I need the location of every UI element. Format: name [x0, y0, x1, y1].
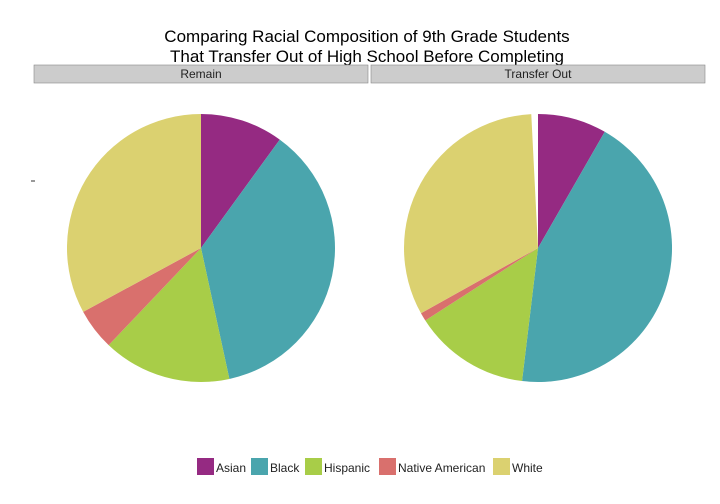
legend: Asian Black Hispanic Native American White [197, 458, 543, 475]
chart-title-line-1: Comparing Racial Composition of 9th Grad… [164, 27, 569, 46]
legend-key-black [251, 458, 268, 475]
legend-key-white [493, 458, 510, 475]
legend-label-native-american: Native American [398, 461, 485, 475]
pie-slice-transfer-out-white [403, 114, 538, 314]
pie-transfer-out [403, 113, 673, 383]
pie-slice-remain-black [201, 139, 335, 379]
pie-slice-transfer-out-black [522, 131, 673, 383]
legend-label-white: White [512, 461, 543, 475]
facet-panel-remain: Remain [33, 64, 369, 382]
legend-key-hispanic [305, 458, 322, 475]
legend-label-asian: Asian [216, 461, 246, 475]
facet-panel-transfer-out: Transfer Out [370, 64, 706, 383]
chart-title-line-2: That Transfer Out of High School Before … [170, 47, 564, 66]
legend-key-asian [197, 458, 214, 475]
legend-label-hispanic: Hispanic [324, 461, 370, 475]
facet-strip-remain [33, 64, 369, 84]
facet-strip-label-transfer-out: Transfer Out [505, 67, 573, 81]
pie-slice-remain-white [66, 113, 201, 312]
facet-strip-transfer-out [370, 64, 706, 84]
pie-slice-remain-hispanic [108, 248, 230, 382]
pie-remain [66, 113, 335, 382]
legend-key-native-american [379, 458, 396, 475]
pie-slice-transfer-out-native-american [420, 248, 538, 321]
pie-slice-transfer-out-hispanic [425, 248, 538, 382]
legend-label-black: Black [270, 461, 300, 475]
facet-strip-label-remain: Remain [180, 67, 221, 81]
pie-slice-transfer-out-asian [538, 113, 605, 248]
pie-slice-remain-asian [201, 114, 280, 248]
pie-slice-remain-native-american [83, 248, 201, 346]
